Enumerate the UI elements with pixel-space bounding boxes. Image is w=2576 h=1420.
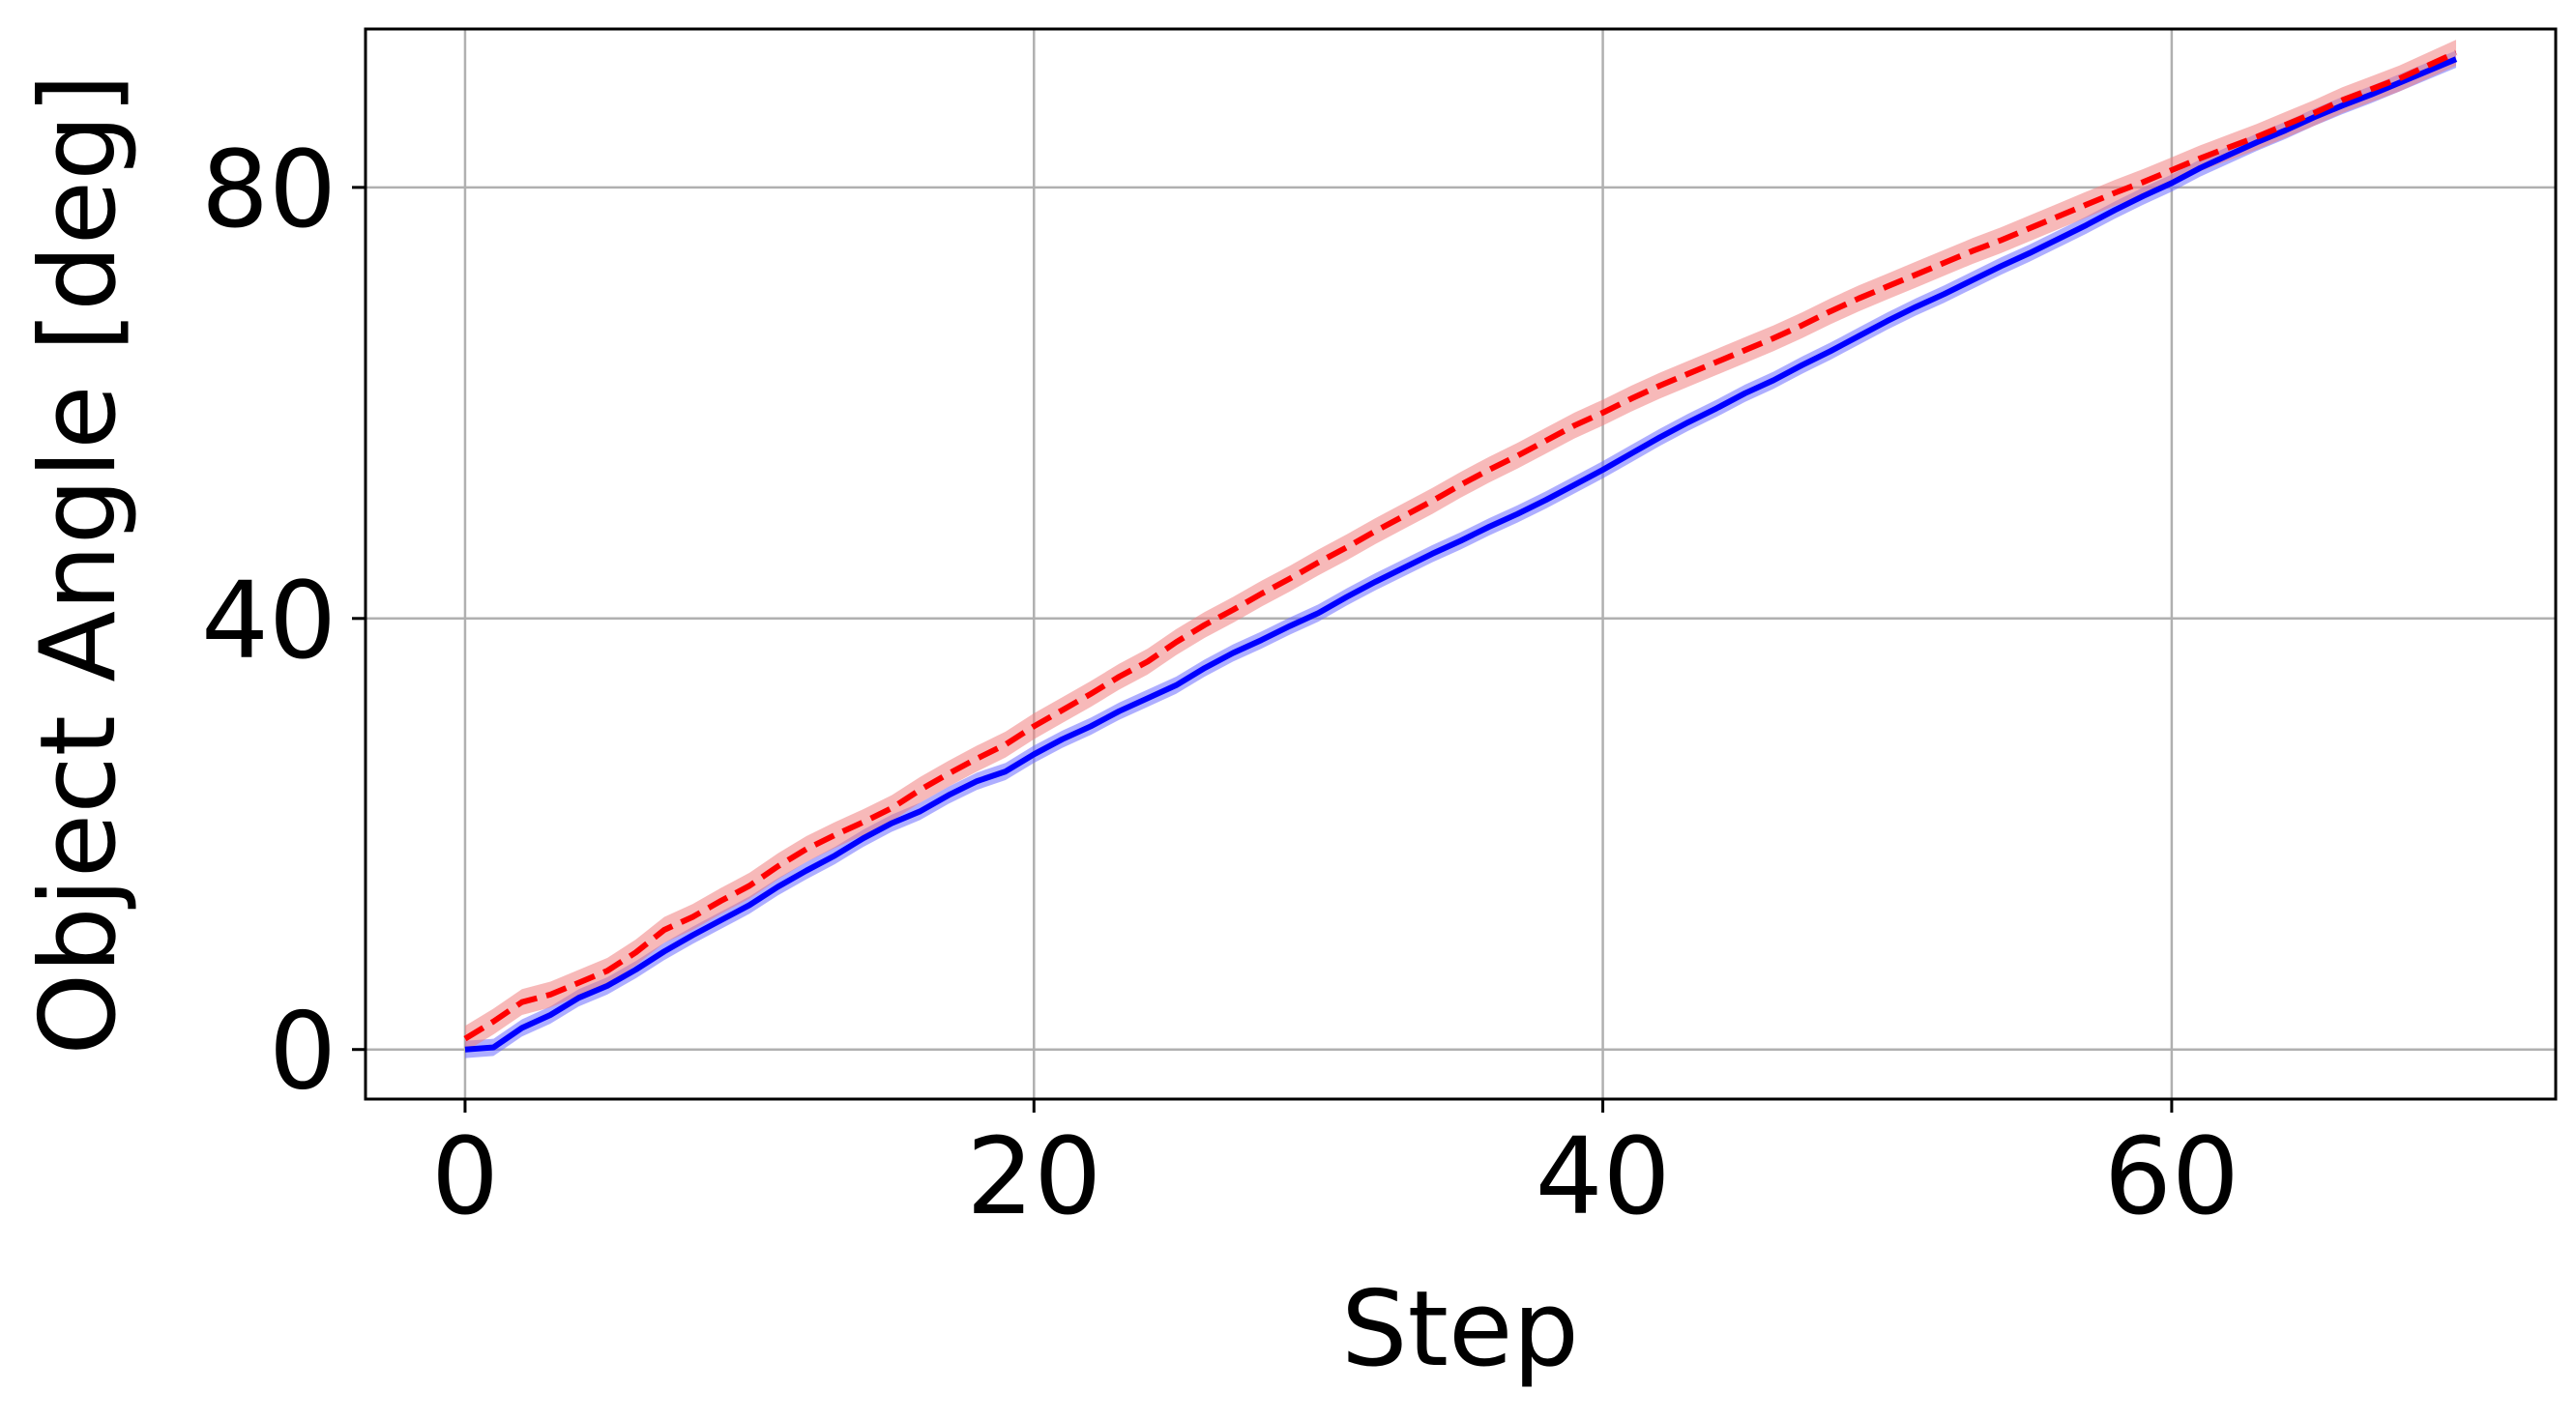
y-tick-label: 80 [201,128,337,251]
x-axis-ticks: 0 20 40 60 [431,1099,2239,1238]
series-lines [463,49,2458,1053]
y-tick-label: 40 [201,559,337,682]
plot-area [364,27,2558,1101]
series-0-line [464,56,2458,1053]
x-axis-label: Step [1341,1269,1579,1390]
series-0-band [465,50,2456,1058]
x-tick-label: 0 [431,1115,499,1238]
y-axis-label: Object Angle [deg] [18,73,139,1056]
grid [366,29,2556,1099]
x-tick-label: 60 [2104,1115,2239,1238]
plot-frame [364,27,2558,1101]
series-1-line [463,49,2458,1042]
x-tick-label: 20 [966,1115,1101,1238]
y-tick-label: 0 [269,990,337,1114]
y-axis-ticks: 0 40 80 [201,128,366,1114]
x-tick-label: 40 [1536,1115,1671,1238]
